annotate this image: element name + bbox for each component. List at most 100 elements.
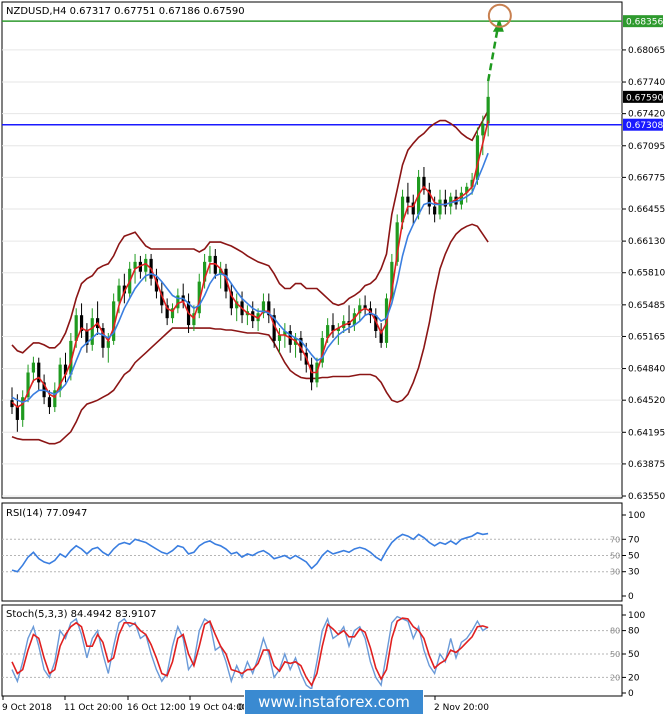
- candle-body: [122, 285, 126, 294]
- y-tick-label: 0.67420: [628, 110, 665, 120]
- candle-body: [310, 364, 314, 383]
- chart-title: NZDUSD,H4 0.67317 0.67751 0.67186 0.6759…: [6, 6, 245, 17]
- watermark-logo: www.instaforex.com: [244, 689, 424, 715]
- candle-body: [411, 202, 415, 215]
- candle-body: [454, 196, 458, 205]
- rsi-y-tick-label: 0: [628, 592, 634, 602]
- stoch-y-tick-label: 100: [628, 611, 645, 621]
- current-price-box: [623, 90, 663, 103]
- y-tick-label: 0.65165: [628, 332, 665, 342]
- stoch-series-1: [11, 617, 489, 687]
- main-price-panel: [1, 1, 623, 499]
- candle-body: [465, 186, 469, 193]
- stoch-level-label: 50: [610, 650, 620, 659]
- candle-body: [165, 305, 169, 319]
- candle-body: [101, 328, 105, 348]
- candle-body: [203, 261, 207, 282]
- candle-body: [395, 222, 399, 262]
- candle-body: [106, 340, 110, 348]
- y-tick-label: 0.66455: [628, 205, 665, 215]
- candle-body: [112, 301, 116, 341]
- y-tick-label: 0.67095: [628, 142, 665, 152]
- y-tick-label: 0.65810: [628, 269, 665, 279]
- stoch-title: Stoch(5,3,3) 84.4942 83.9107: [6, 609, 157, 620]
- bollinger-lower: [11, 223, 489, 445]
- candle-body: [58, 364, 62, 391]
- level-label-box: [623, 118, 663, 131]
- candle-body: [133, 261, 137, 269]
- rsi-level-label: 70: [610, 535, 620, 544]
- rsi-level-label: 50: [610, 552, 620, 561]
- candle-body: [90, 318, 94, 345]
- candle-body: [170, 308, 175, 319]
- candle-body: [53, 390, 57, 408]
- x-tick-label: 2 Nov 20:00: [434, 703, 489, 713]
- moving-average-red: [11, 120, 489, 409]
- y-tick-label: 0.66130: [628, 237, 665, 247]
- y-tick-label: 0.64520: [628, 396, 665, 406]
- candle-body: [85, 331, 89, 345]
- rsi-title: RSI(14) 77.0947: [6, 508, 87, 519]
- stoch-level-label: 20: [610, 673, 620, 682]
- x-tick-label: 16 Oct 12:00: [127, 703, 186, 713]
- candle-body: [374, 315, 378, 332]
- candle-body: [459, 192, 463, 205]
- candle-body: [422, 176, 426, 190]
- candle-body: [10, 400, 14, 408]
- candle-body: [470, 179, 474, 187]
- stoch-level-label: 80: [610, 627, 620, 636]
- candle-body: [208, 255, 212, 262]
- y-tick-label: 0.65485: [628, 301, 665, 311]
- candle-body: [481, 123, 485, 136]
- candle-body: [400, 196, 405, 223]
- candle-body: [154, 278, 159, 292]
- candle-body: [449, 196, 453, 207]
- candle-body: [320, 337, 324, 363]
- y-tick-label: 0.67740: [628, 78, 665, 88]
- candle-body: [277, 334, 282, 341]
- rsi-y-tick-label: 100: [628, 511, 645, 521]
- candle-body: [219, 268, 223, 274]
- candle-body: [267, 301, 271, 316]
- candle-body: [390, 261, 394, 299]
- candle-body: [144, 258, 148, 272]
- candle-body: [475, 135, 480, 180]
- candle-body: [74, 315, 78, 341]
- candle-body: [379, 331, 383, 343]
- x-tick-label: 19 Oct 04:00: [189, 703, 248, 713]
- candle-body: [160, 291, 164, 306]
- x-tick-label: 9 Oct 2018: [2, 703, 52, 713]
- candle-body: [229, 291, 233, 309]
- y-tick-label: 0.64840: [628, 365, 665, 375]
- rsi-series-0: [11, 531, 489, 573]
- candle-body: [358, 305, 362, 314]
- moving-average-blue: [11, 152, 489, 404]
- rsi-y-tick-label: 50: [628, 552, 640, 562]
- candle-body: [176, 295, 180, 309]
- target-circle: [487, 3, 512, 28]
- stoch-series-0: [11, 615, 489, 691]
- candle-body: [63, 364, 68, 375]
- candle-body: [326, 325, 330, 338]
- y-tick-label: 0.63550: [628, 492, 665, 502]
- level-label: 0.68356: [626, 18, 663, 28]
- candle-body: [261, 301, 266, 314]
- level-label-box: [623, 15, 663, 28]
- candle-body: [69, 340, 73, 375]
- candle-body: [336, 328, 340, 332]
- candle-body: [427, 189, 431, 207]
- y-tick-label: 0.64195: [628, 428, 665, 438]
- rsi-y-tick-label: 70: [628, 535, 640, 545]
- candle-body: [15, 407, 19, 420]
- candle-body: [331, 325, 335, 332]
- y-tick-label: 0.63875: [628, 460, 665, 470]
- candle-body: [138, 261, 142, 272]
- candle-body: [251, 311, 255, 322]
- candle-body: [272, 315, 276, 341]
- bollinger-upper: [11, 110, 489, 354]
- level-label: 0.67308: [626, 121, 663, 131]
- candle-body: [299, 337, 303, 353]
- candle-body: [363, 305, 367, 309]
- candle-body: [37, 362, 41, 383]
